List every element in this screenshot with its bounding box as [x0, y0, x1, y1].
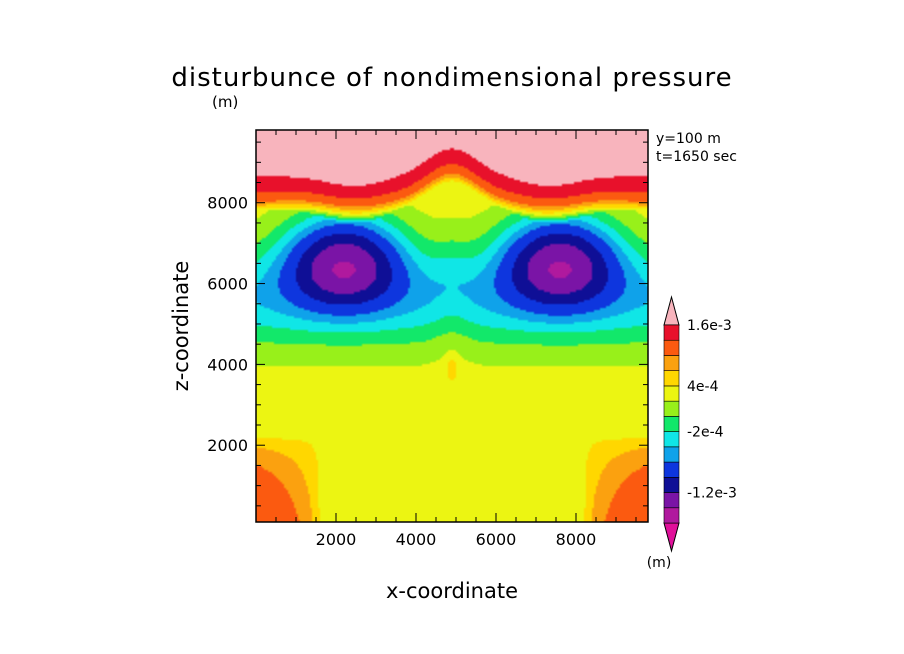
x-tick-label: 8000	[556, 530, 597, 549]
annotation-y: y=100 m	[656, 131, 721, 147]
colorbar-cell	[663, 477, 680, 493]
colorbar-cell	[663, 431, 680, 448]
y-tick-labels: 2000 4000 6000 8000	[207, 194, 248, 455]
plot-area	[255, 129, 649, 523]
axis-ticks	[256, 130, 648, 522]
colorbar-cell	[663, 400, 680, 417]
y-axis-label: z-coordinate	[169, 261, 193, 392]
x-tick-labels: 2000 4000 6000 8000	[316, 530, 597, 549]
colorbar: -1.2e-3 -2e-4 4e-4 1.6e-3	[663, 295, 737, 553]
colorbar-bottom-arrow	[663, 522, 680, 553]
y-tick-label: 2000	[207, 436, 248, 455]
colorbar-cell	[663, 507, 680, 524]
plot-frame	[255, 129, 649, 523]
colorbar-cell	[663, 355, 680, 371]
chart-title: disturbunce of nondimensional pressure	[171, 63, 732, 93]
x-tick-label: 2000	[316, 530, 357, 549]
x-tick-label: 6000	[476, 530, 517, 549]
colorbar-tick-label: 1.6e-3	[687, 318, 732, 334]
x-axis-label: x-coordinate	[386, 579, 518, 603]
x-tick-label: 4000	[396, 530, 437, 549]
colorbar-tick-label: 4e-4	[687, 379, 719, 395]
colorbar-cell	[663, 339, 680, 356]
y-tick-label: 6000	[207, 275, 248, 294]
colorbar-cell	[663, 324, 680, 341]
contour-field	[256, 130, 648, 522]
title-unit: (m)	[212, 93, 238, 111]
colorbar-unit: (m)	[647, 555, 672, 571]
colorbar-cell	[663, 446, 680, 463]
colorbar-cell	[663, 492, 680, 509]
colorbar-cell	[663, 385, 680, 402]
annotation-t: t=1650 sec	[656, 149, 737, 165]
colorbar-cell	[663, 416, 680, 432]
colorbar-cell	[663, 370, 680, 387]
colorbar-tick-label: -1.2e-3	[687, 486, 737, 502]
y-tick-label: 8000	[207, 194, 248, 213]
colorbar-tick-label: -2e-4	[687, 425, 724, 441]
colorbar-cell	[663, 461, 680, 478]
y-tick-label: 4000	[207, 355, 248, 374]
colorbar-top-arrow	[663, 295, 680, 326]
